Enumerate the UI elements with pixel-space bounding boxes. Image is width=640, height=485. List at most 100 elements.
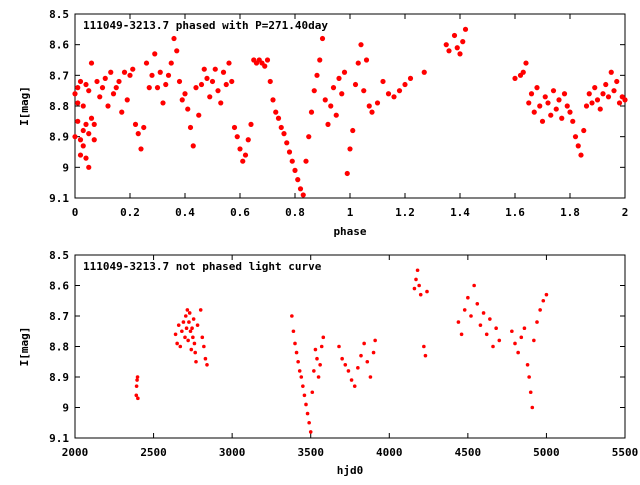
phased-data-point [110, 91, 117, 97]
phased-data-point [220, 69, 227, 75]
phased-data-point [138, 146, 144, 152]
phased-data-point [380, 78, 386, 85]
unphased-data-point [488, 317, 492, 321]
phased-data-point [204, 75, 210, 81]
phased-data-point [141, 124, 147, 131]
unphased-data-point [544, 292, 549, 297]
unphased-data-point [301, 384, 305, 388]
phased-data-point [72, 134, 78, 140]
phased-x-tick-label: 1.8 [560, 206, 580, 219]
phased-data-point [333, 112, 339, 118]
unphased-data-point [178, 344, 183, 349]
unphased-data-point [417, 283, 421, 288]
phased-data-point [113, 85, 119, 91]
unphased-data-point [312, 369, 316, 373]
unphased-data-point [415, 268, 420, 273]
phased-x-tick-label: 0.2 [120, 206, 140, 219]
phased-data-point [460, 39, 466, 45]
unphased-data-point [291, 329, 296, 334]
phased-data-point [611, 88, 617, 94]
phased-data-point [336, 75, 342, 81]
phased-data-point [97, 94, 103, 100]
phased-data-point [446, 48, 452, 54]
phased-data-point [83, 155, 89, 161]
unphased-x-axis-label: hjd0 [337, 464, 364, 477]
phased-data-point [135, 131, 141, 137]
phased-data-point [174, 48, 180, 54]
unphased-data-point [412, 286, 417, 291]
phased-x-axis-label: phase [333, 225, 366, 238]
unphased-data-point [456, 320, 461, 324]
unphased-data-point [359, 353, 363, 358]
unphased-data-point [362, 341, 366, 346]
unphased-data-point [373, 338, 377, 343]
unphased-data-point [469, 314, 473, 318]
phased-data-point [614, 78, 620, 85]
phased-data-point [124, 97, 130, 103]
phased-data-point [240, 158, 246, 164]
phased-data-point [520, 69, 526, 75]
phased-data-point [149, 72, 155, 78]
phased-data-point [182, 91, 188, 97]
phased-data-point [581, 127, 587, 134]
unphased-data-point [368, 375, 373, 379]
phased-data-point [597, 106, 603, 112]
unphased-x-tick-label: 5500 [612, 446, 639, 459]
phased-data-point [237, 146, 243, 152]
unphased-y-tick-label: 9.1 [49, 432, 69, 445]
unphased-data-point [183, 314, 188, 318]
phased-data-point [556, 97, 562, 103]
unphased-data-point [200, 335, 205, 340]
unphased-data-point [519, 335, 524, 340]
phased-data-point [512, 75, 518, 81]
unphased-data-point [371, 350, 376, 355]
unphased-chart-title: 111049-3213.7 not phased light curve [83, 260, 322, 273]
unphased-y-tick-label: 8.9 [49, 371, 69, 384]
phased-data-point [443, 42, 449, 48]
unphased-data-point [316, 375, 321, 379]
phased-data-point [86, 88, 92, 94]
phased-data-point [559, 115, 565, 121]
unphased-data-point [135, 375, 140, 379]
phased-data-point [407, 75, 414, 81]
unphased-data-point [134, 393, 139, 398]
unphased-data-point [352, 384, 357, 388]
phased-data-point [303, 158, 309, 164]
phased-data-point [212, 66, 218, 72]
unphased-x-tick-label: 4500 [455, 446, 482, 459]
unphased-data-point [313, 347, 318, 352]
unphased-data-point [190, 326, 194, 331]
phased-data-point [539, 118, 546, 124]
unphased-data-point [356, 366, 360, 370]
phased-data-point [86, 164, 92, 170]
unphased-data-point [189, 347, 194, 352]
phased-data-point [275, 115, 282, 121]
phased-data-point [121, 69, 128, 75]
phased-data-point [572, 134, 579, 140]
unphased-data-point [193, 350, 198, 355]
phased-data-point [116, 78, 122, 85]
phased-data-point [77, 78, 84, 85]
phased-data-point [600, 91, 606, 97]
phased-data-point [542, 94, 548, 100]
unphased-data-point [304, 402, 308, 407]
phased-data-point [352, 81, 359, 88]
unphased-data-point [491, 344, 495, 349]
phased-data-point [273, 109, 279, 115]
unphased-y-tick-label: 9 [62, 402, 69, 415]
unphased-x-tick-label: 4000 [376, 446, 403, 459]
unphased-data-point [134, 384, 139, 388]
phased-data-point [160, 100, 166, 106]
phased-data-point [229, 78, 235, 85]
phased-x-tick-label: 0.4 [175, 206, 195, 219]
phased-y-tick-label: 8.7 [49, 69, 69, 82]
phased-data-point [130, 66, 136, 72]
phased-data-point [231, 124, 238, 131]
unphased-data-point [194, 359, 198, 364]
phased-data-point [361, 88, 367, 94]
phased-x-tick-label: 2 [622, 206, 629, 219]
phased-data-point [308, 109, 315, 115]
unphased-data-point [203, 356, 208, 361]
unphased-data-point [180, 329, 184, 334]
unphased-data-point [175, 341, 179, 346]
